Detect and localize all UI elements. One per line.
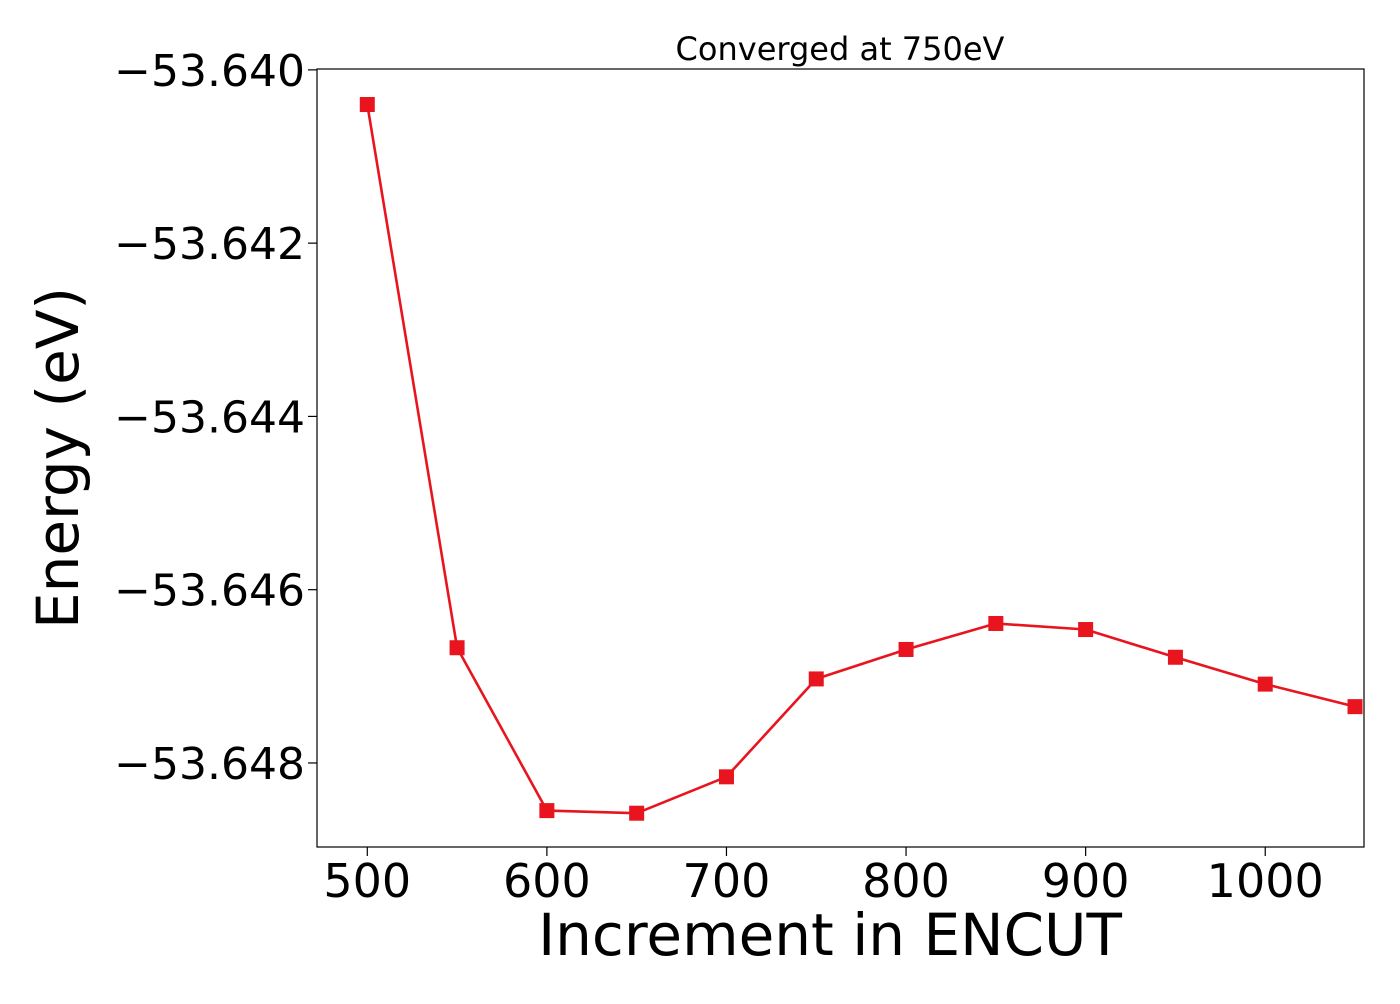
x-tick-label: 900 (1042, 854, 1130, 908)
x-tick-label: 1000 (1207, 854, 1324, 908)
y-tick-label: −53.640 (114, 46, 305, 97)
y-axis-title: Energy (eV) (24, 287, 92, 629)
x-axis: 500 600 700 800 900 1000 (323, 847, 1324, 908)
data-point-marker (898, 641, 914, 657)
data-point-marker (449, 640, 465, 656)
data-point-marker (1078, 622, 1094, 638)
y-tick-label: −53.646 (114, 566, 305, 617)
data-point-marker (988, 615, 1004, 631)
data-point-marker (808, 671, 824, 687)
data-point-marker (629, 805, 645, 821)
x-axis-title: Increment in ENCUT (538, 901, 1122, 969)
y-axis: −53.640 −53.642 −53.644 −53.646 −53.648 (114, 46, 317, 790)
chart-title: Converged at 750eV (676, 30, 1005, 68)
data-point-marker (1167, 649, 1183, 665)
y-tick-label: −53.648 (114, 739, 305, 790)
data-point-marker (1257, 676, 1273, 692)
y-tick-label: −53.644 (114, 392, 305, 443)
data-point-marker (539, 803, 555, 819)
x-tick-label: 500 (323, 854, 411, 908)
x-tick-label: 800 (862, 854, 950, 908)
plot-frame (316, 68, 1365, 848)
plot-area (359, 97, 1363, 821)
data-point-marker (718, 769, 734, 785)
data-point-marker (359, 97, 375, 113)
series-line (366, 104, 1356, 815)
x-tick-label: 700 (683, 854, 771, 908)
y-tick-label: −53.642 (114, 219, 305, 270)
x-tick-label: 600 (503, 854, 591, 908)
data-point-marker (1347, 699, 1363, 715)
